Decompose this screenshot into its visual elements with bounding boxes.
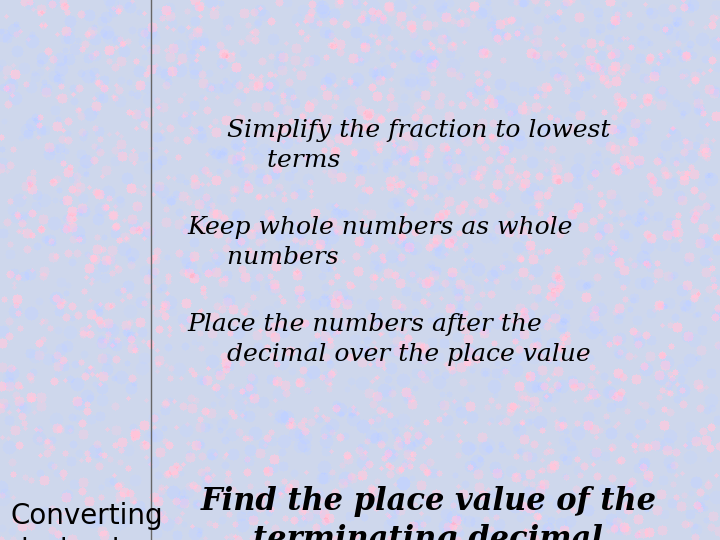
Text: Keep whole numbers as whole
     numbers: Keep whole numbers as whole numbers bbox=[187, 216, 572, 269]
Text: Find the place value of the
terminating decimal: Find the place value of the terminating … bbox=[200, 486, 657, 540]
Text: Place the numbers after the
     decimal over the place value: Place the numbers after the decimal over… bbox=[187, 313, 591, 367]
Text: Simplify the fraction to lowest
     terms: Simplify the fraction to lowest terms bbox=[227, 119, 610, 172]
Text: Converting
decimals
to
fractions: Converting decimals to fractions bbox=[11, 502, 163, 540]
